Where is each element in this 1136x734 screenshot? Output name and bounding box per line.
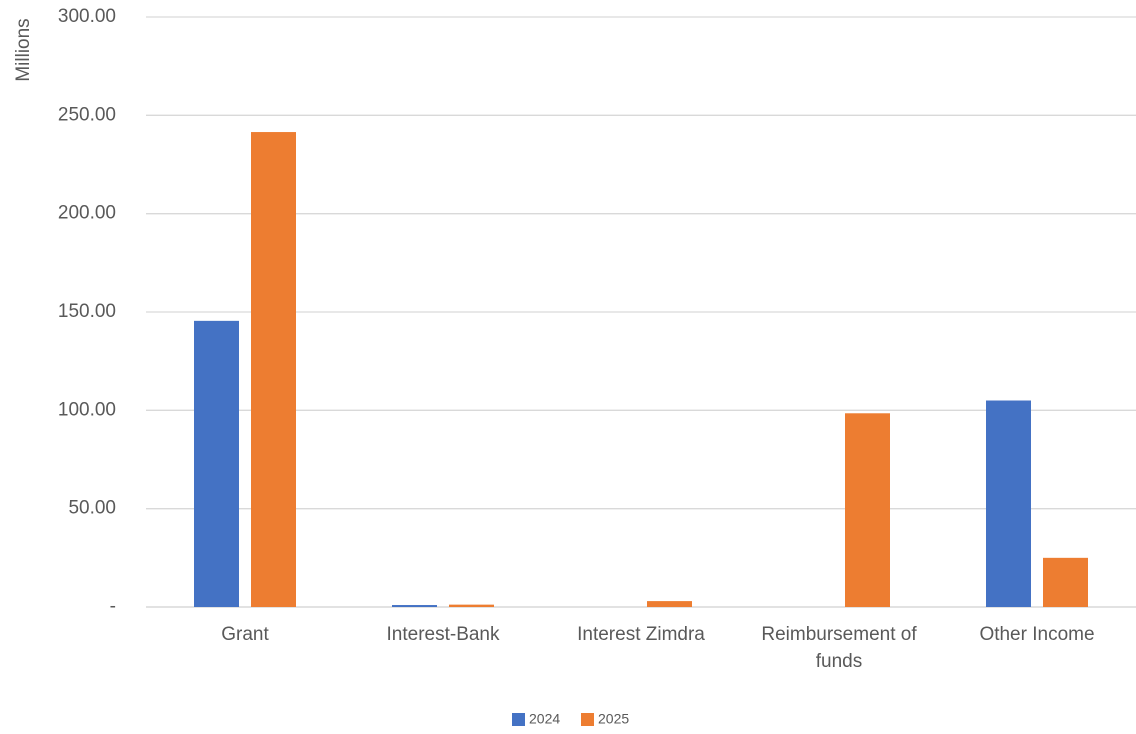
y-tick-label: 150.00	[58, 301, 116, 322]
y-tick-label: 300.00	[58, 6, 116, 27]
x-category-label: Interest Zimdra	[577, 624, 705, 645]
x-category-line: Grant	[221, 624, 269, 645]
x-category-label: Reimbursement of funds	[761, 624, 917, 672]
bar-2024-0	[194, 320, 239, 607]
y-axis-title: Millions	[13, 18, 34, 81]
legend-label: 2025	[598, 711, 629, 727]
bar-2025-0	[251, 132, 296, 608]
y-tick-label: 50.00	[68, 498, 116, 519]
bars	[194, 132, 1088, 608]
legend-swatch-2025	[581, 713, 594, 726]
y-tick-label: 100.00	[58, 399, 116, 420]
x-category-label: Grant	[221, 624, 269, 645]
legend-label: 2024	[529, 711, 560, 727]
x-category-label: Interest-Bank	[387, 624, 500, 645]
legend-swatch-2024	[512, 713, 525, 726]
x-axis-categories: Grant Interest-Bank Interest Zimdra Reimbur…	[221, 624, 1094, 672]
legend: 2024 2025	[512, 711, 629, 727]
bar-2025-1	[449, 604, 494, 607]
x-category-label: Other Income	[979, 624, 1094, 645]
y-axis-ticks: - 50.00 100.00 150.00 200.00 250.00 300.00	[58, 6, 116, 617]
y-tick-label: 200.00	[58, 203, 116, 224]
y-tick-label: -	[110, 596, 116, 617]
bar-2024-4	[986, 400, 1031, 607]
bar-2025-3	[845, 413, 890, 607]
x-category-line: Interest-Bank	[387, 624, 500, 645]
x-category-line: Other Income	[979, 624, 1094, 645]
x-category-line: funds	[816, 651, 862, 672]
x-category-line: Reimbursement of	[761, 624, 917, 645]
x-category-line: Interest Zimdra	[577, 624, 705, 645]
gridlines	[146, 16, 1136, 608]
bar-2024-1	[392, 605, 437, 607]
bar-2025-4	[1043, 557, 1088, 607]
bar-2025-2	[647, 601, 692, 607]
y-tick-label: 250.00	[58, 104, 116, 125]
